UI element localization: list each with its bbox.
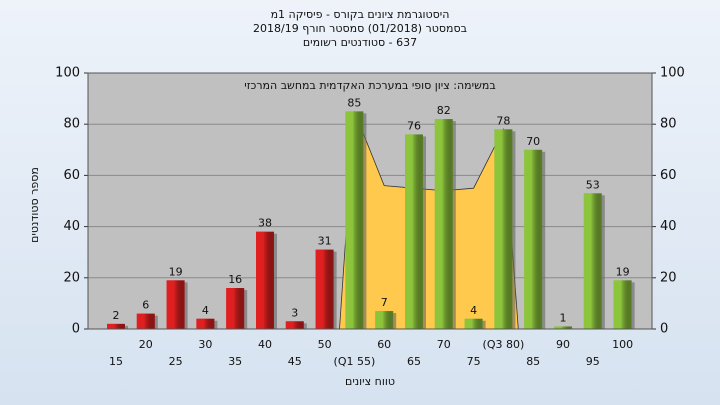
bar-shade	[196, 318, 215, 329]
bar-shade	[256, 231, 274, 329]
value-label: 38	[258, 217, 272, 230]
value-label: 1	[560, 311, 567, 324]
y-tick-label: 60	[63, 168, 80, 183]
bar-shade	[583, 193, 602, 329]
x-tick-label: 65	[407, 355, 421, 368]
annotation: במשימה: ציון סופי במערכת האקדמית במחשב ה…	[244, 79, 495, 92]
x-tick-label: 50	[318, 338, 332, 351]
value-label: 3	[291, 306, 298, 319]
x-tick-label: 75	[467, 355, 481, 368]
value-label: 19	[616, 265, 630, 278]
value-label: 78	[496, 114, 510, 127]
bar-shade	[375, 311, 394, 329]
value-label: 85	[347, 96, 361, 109]
y-axis-label: מספר סטודנטים	[28, 167, 41, 243]
y-tick-label: 80	[63, 117, 80, 132]
value-label: 7	[381, 296, 388, 309]
x-tick-label: 90	[556, 338, 570, 351]
x-tick-label: 40	[258, 338, 272, 351]
bar-shade	[613, 280, 632, 329]
value-label: 4	[470, 304, 477, 317]
bar-shade	[107, 323, 125, 329]
y-tick-label: 0	[660, 322, 668, 337]
y-tick-label: 0	[72, 322, 80, 337]
bar-shade	[345, 111, 364, 330]
x-tick-label: 25	[169, 355, 183, 368]
value-label: 53	[586, 178, 600, 191]
bar-shade	[554, 326, 572, 329]
x-tick-label: 20	[139, 338, 153, 351]
value-label: 16	[228, 273, 242, 286]
x-tick-label: (Q3 80)	[483, 338, 525, 351]
x-tick-label: 95	[586, 355, 600, 368]
y-tick-label: 100	[55, 66, 80, 81]
y-tick-label: 100	[660, 66, 685, 81]
x-tick-label: 100	[612, 338, 633, 351]
plot-frame	[87, 72, 653, 330]
bar-shade	[524, 149, 543, 329]
value-label: 76	[407, 119, 421, 132]
chart-subtitle: בסמסטר (01/2018) סמסטר חורף 2018/19	[253, 22, 467, 35]
x-tick-label: 85	[526, 355, 540, 368]
y-tick-label: 60	[660, 168, 677, 183]
x-tick-label: 35	[228, 355, 242, 368]
chart-title: היסטוגרמת ציונים בקורס - פיסיקה 1מ	[271, 8, 450, 21]
bar-shade	[166, 280, 185, 329]
bar-shade	[315, 249, 334, 329]
bar-shade	[494, 129, 513, 329]
bar-shade	[285, 321, 304, 329]
value-label: 82	[437, 104, 451, 117]
bar-shade	[136, 313, 155, 329]
x-tick-label: 45	[288, 355, 302, 368]
bar-shade	[405, 134, 423, 329]
y-tick-label: 20	[63, 270, 80, 285]
bar-shade	[434, 119, 453, 329]
x-tick-label: 60	[377, 338, 391, 351]
value-label: 6	[142, 299, 149, 312]
y-tick-label: 20	[660, 270, 677, 285]
value-label: 19	[169, 265, 183, 278]
x-tick-label: 15	[109, 355, 123, 368]
x-tick-label: (Q1 55)	[334, 355, 376, 368]
value-label: 4	[202, 304, 209, 317]
chart-subtitle: 637 - סטודנטים רשומים	[303, 36, 417, 49]
value-label: 31	[318, 235, 332, 248]
y-tick-label: 40	[660, 219, 677, 234]
x-tick-label: 70	[437, 338, 451, 351]
value-label: 70	[526, 135, 540, 148]
x-tick-label: 30	[198, 338, 212, 351]
x-axis-label: טווח ציונים	[345, 375, 395, 388]
y-tick-label: 80	[660, 117, 677, 132]
value-label: 2	[113, 309, 120, 322]
bar-shade	[464, 318, 483, 329]
y-tick-label: 40	[63, 219, 80, 234]
bar-shade	[226, 288, 245, 329]
